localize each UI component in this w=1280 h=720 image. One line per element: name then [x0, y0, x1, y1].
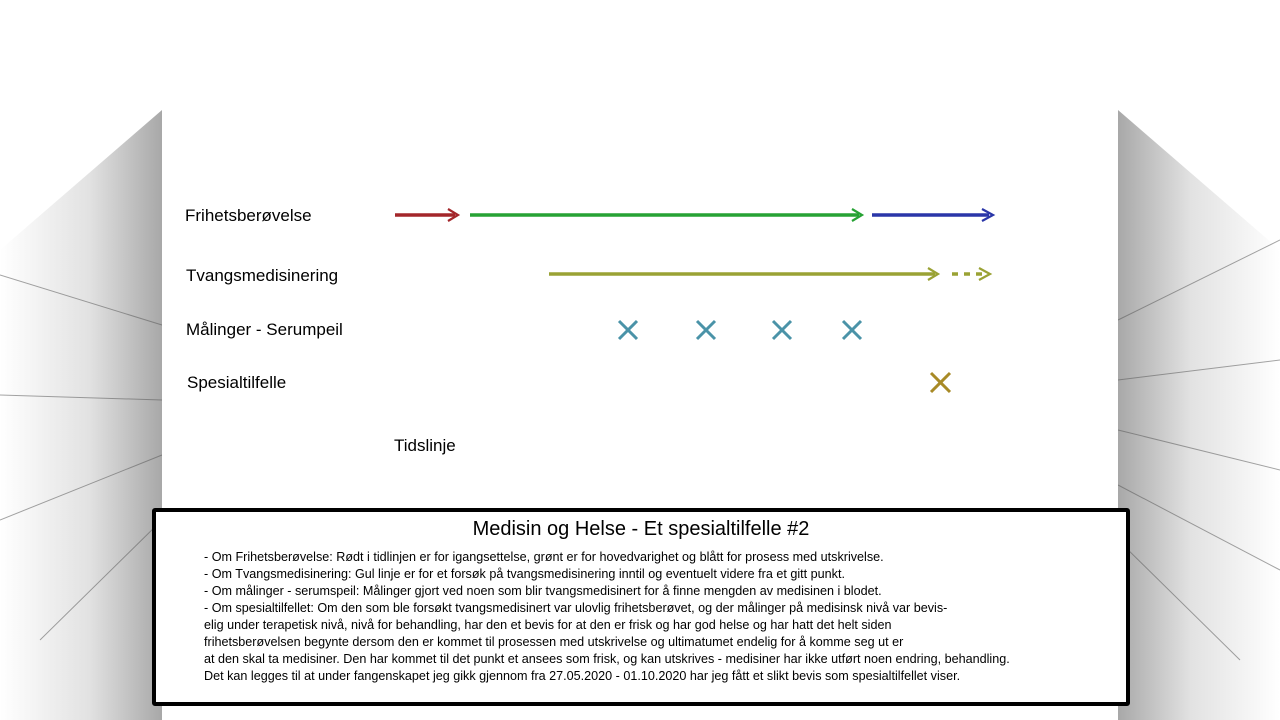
- maaling-mark-3: [771, 319, 793, 341]
- row-label-spesialtilfelle: Spesialtilfelle: [187, 373, 287, 392]
- left-shade: [0, 110, 162, 720]
- maaling-mark-4: [841, 319, 863, 341]
- spesial-mark: [929, 371, 952, 394]
- tvang-dotted-arrow: [952, 267, 993, 281]
- caption-line-spesial-1: - Om spesialtilfellet: Om den som ble fo…: [204, 601, 948, 615]
- maaling-mark-2: [695, 319, 717, 341]
- frihet-exit-arrow: [872, 208, 996, 222]
- caption-title: Medisin og Helse - Et spesialtilfelle #2: [472, 518, 810, 540]
- perspective-lines: [0, 239, 1280, 661]
- caption-text: - Om Frihetsberøvelse: Rødt i tidlinjen …: [204, 549, 1119, 685]
- row-label-tvangsmedisinering: Tvangsmedisinering: [186, 266, 339, 285]
- caption-line-maalinger: - Om målinger - serumspeil: Målinger gjo…: [204, 584, 882, 598]
- caption-line-frihet: - Om Frihetsberøvelse: Rødt i tidlinjen …: [204, 550, 884, 564]
- caption-line-spesial-2: elig under terapetisk nivå, nivå for beh…: [204, 618, 892, 632]
- maaling-mark-1: [617, 319, 639, 341]
- caption-box: Medisin og Helse - Et spesialtilfelle #2…: [152, 508, 1130, 706]
- frihet-start-arrow: [395, 208, 461, 222]
- frihet-main-arrow: [470, 208, 865, 222]
- caption-line-tvang: - Om Tvangsmedisinering: Gul linje er fo…: [204, 567, 845, 581]
- right-shade: [1118, 110, 1280, 720]
- slide-panel: [162, 100, 1118, 510]
- tvang-arrow: [549, 267, 941, 281]
- caption-line-spesial-5: Det kan legges til at under fangenskapet…: [204, 669, 961, 683]
- timeline-axis-label: Tidslinje: [394, 436, 456, 455]
- caption-line-spesial-3: frihetsberøvelsen begynte dersom den er …: [204, 635, 904, 649]
- row-label-frihetsberovelse: Frihetsberøvelse: [185, 206, 312, 225]
- row-label-malinger: Målinger - Serumpeil: [186, 320, 343, 339]
- caption-line-spesial-4: at den skal ta medisiner. Den har kommet…: [204, 652, 1010, 666]
